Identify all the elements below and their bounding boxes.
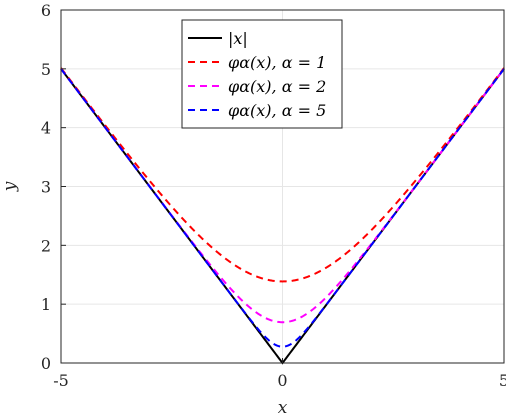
x-axis-label: x	[278, 398, 288, 418]
y-tick-label: 5	[41, 60, 51, 79]
legend-entry-2: φα(x), α = 2	[228, 77, 326, 96]
y-tick-label: 1	[41, 295, 51, 314]
legend-entry-1: φα(x), α = 1	[228, 53, 326, 72]
y-tick-label: 4	[41, 119, 51, 138]
y-tick-label: 2	[41, 236, 51, 255]
x-tick-label: 0	[277, 371, 287, 390]
x-tick-label: -5	[53, 371, 69, 390]
legend-entry-0: |x|	[228, 29, 248, 48]
series-line-3	[60, 68, 505, 348]
y-tick-label: 6	[41, 1, 51, 20]
y-tick-label: 0	[41, 354, 51, 373]
x-tick-label: 5	[499, 371, 506, 390]
series-line-1	[60, 67, 505, 283]
legend-entry-3: φα(x), α = 5	[228, 101, 326, 120]
legend: |x| φα(x), α = 1 φα(x), α = 2 φα(x), α = 5	[181, 19, 343, 129]
y-tick-label: 3	[41, 178, 51, 197]
y-axis-label: y	[0, 181, 20, 192]
